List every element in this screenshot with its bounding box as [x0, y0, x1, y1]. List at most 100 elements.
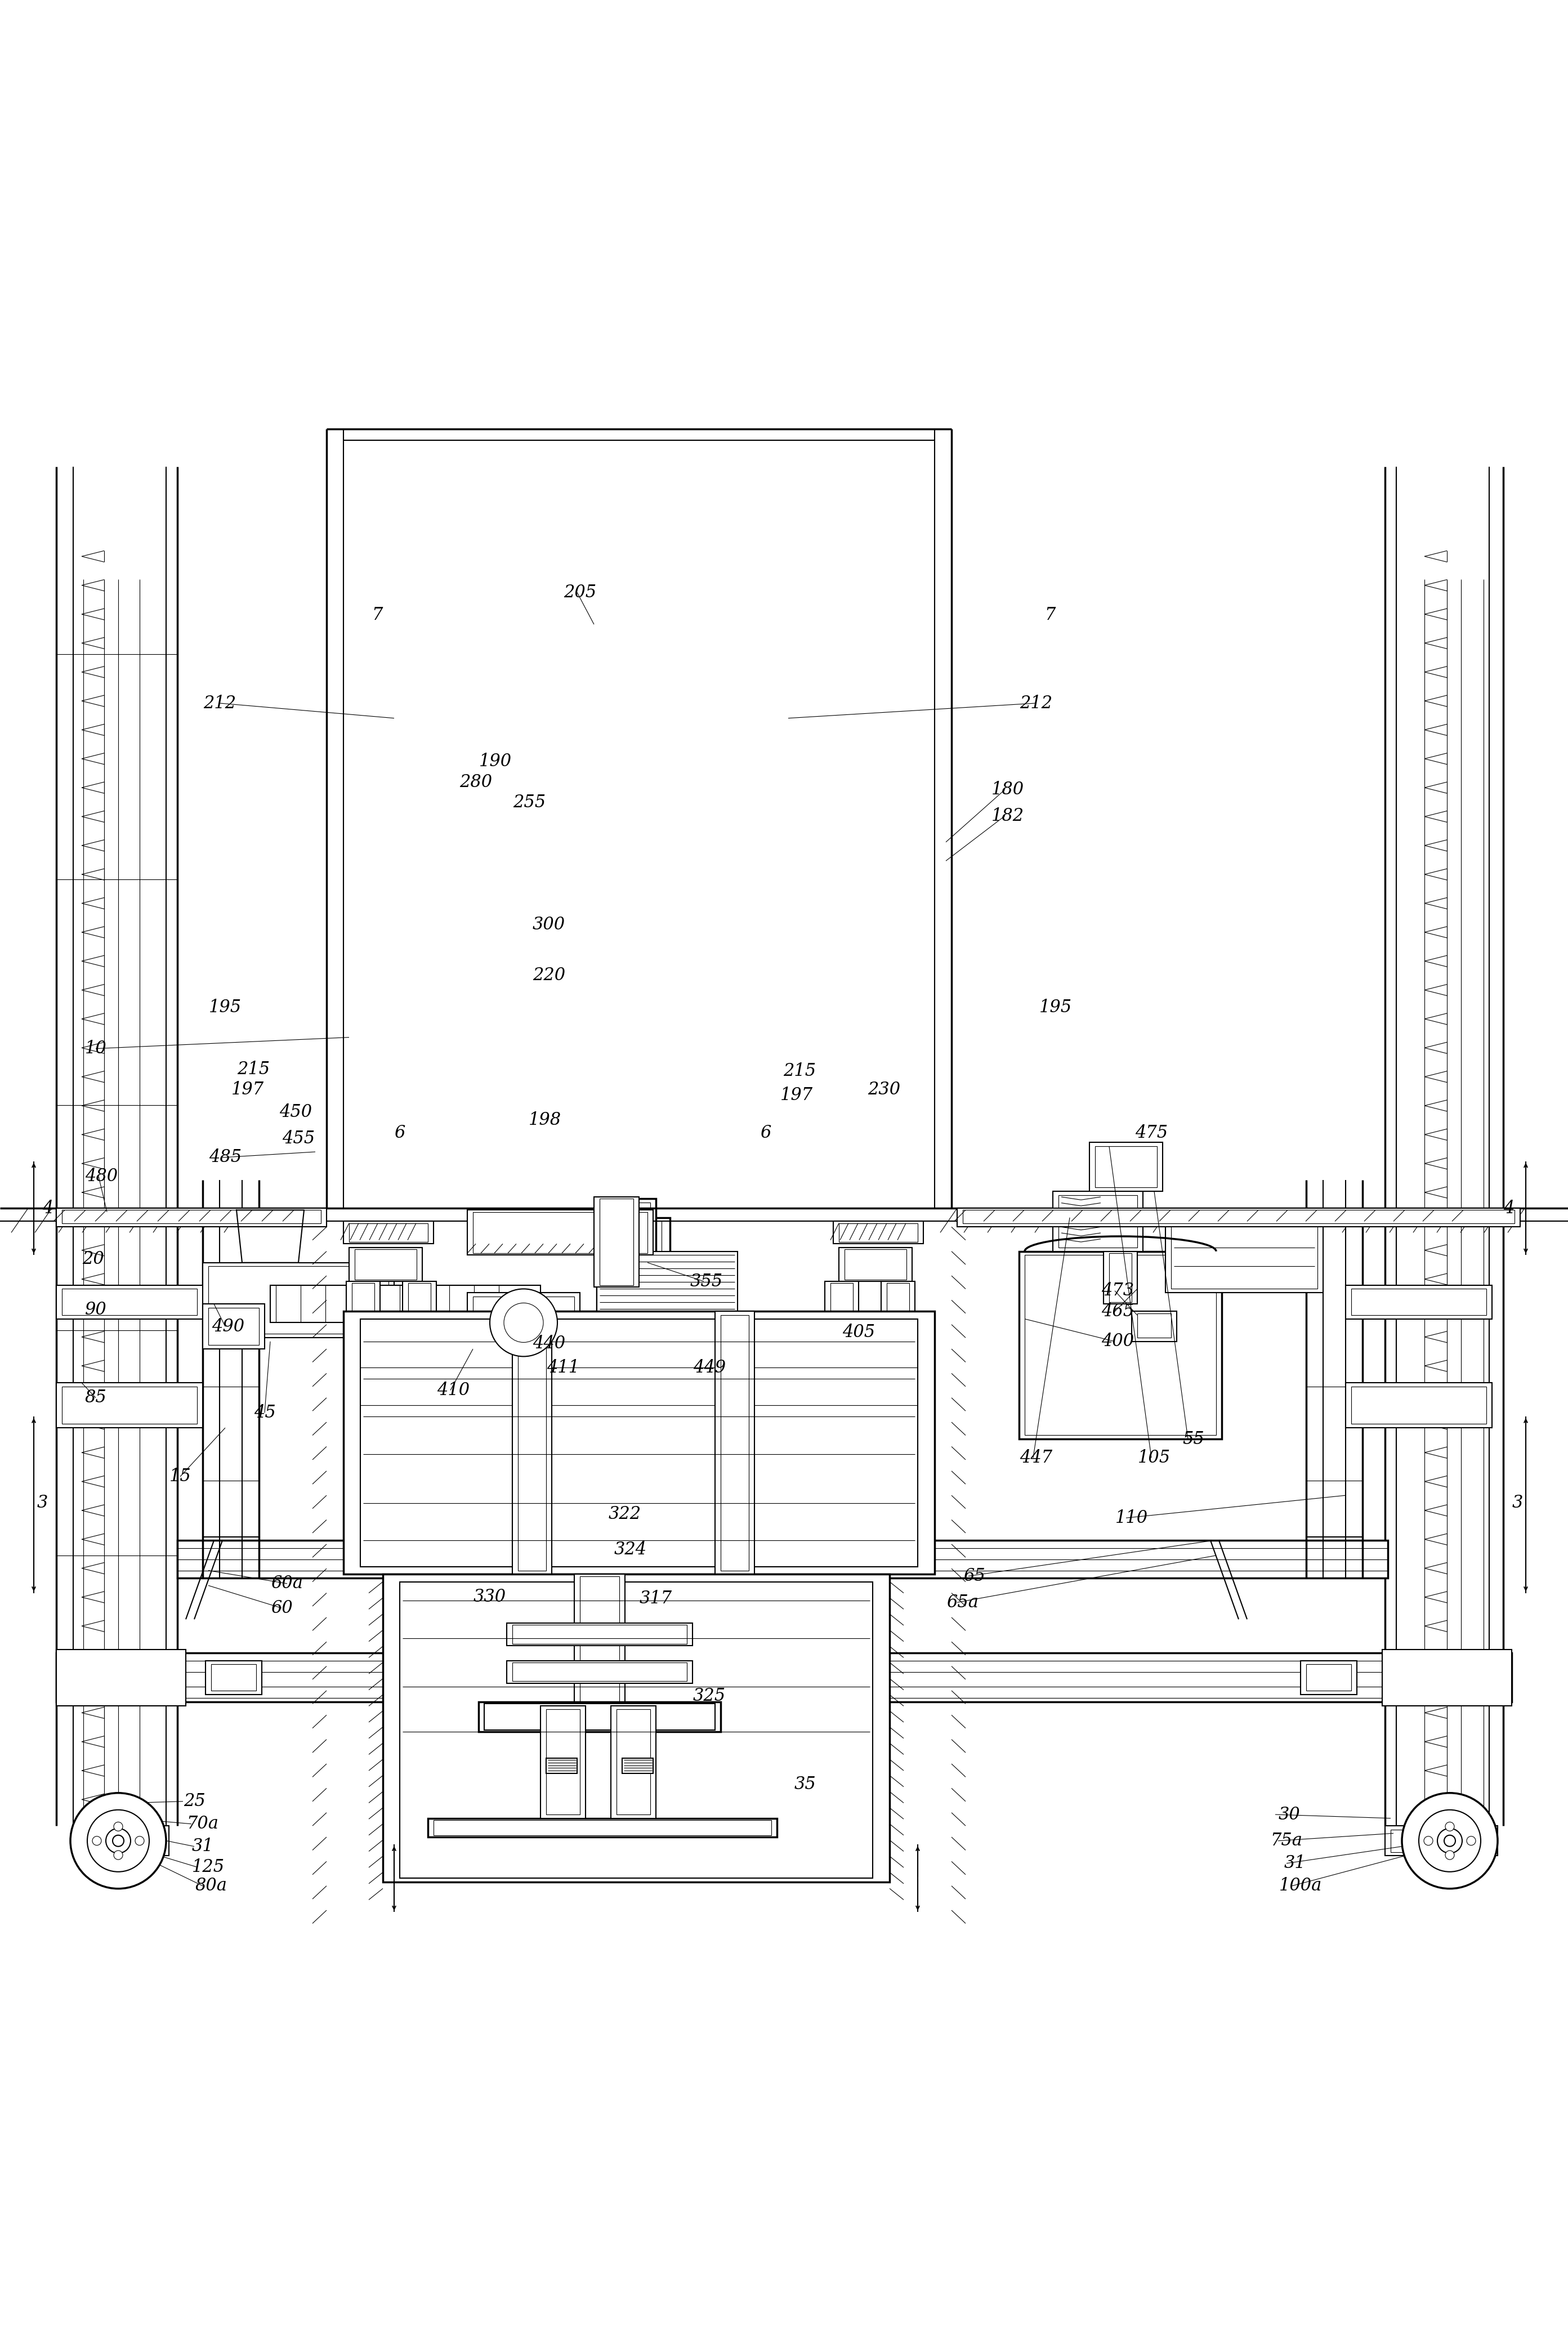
Bar: [1352, 1387, 1486, 1425]
Bar: [597, 1251, 737, 1345]
Text: 205: 205: [563, 583, 596, 602]
Circle shape: [114, 1850, 122, 1860]
Bar: [956, 1208, 1519, 1227]
Bar: [361, 1319, 917, 1566]
Bar: [1300, 1660, 1356, 1695]
Bar: [467, 1211, 654, 1255]
Text: 473: 473: [1101, 1281, 1134, 1300]
Text: 447: 447: [1019, 1448, 1052, 1467]
Text: 100a: 100a: [1279, 1876, 1322, 1895]
Bar: [676, 1509, 704, 1538]
Text: 85: 85: [85, 1389, 107, 1406]
Bar: [350, 1248, 422, 1281]
Text: 35: 35: [795, 1775, 815, 1794]
Circle shape: [71, 1794, 166, 1888]
Text: 255: 255: [513, 795, 546, 811]
Text: 31: 31: [191, 1838, 213, 1855]
Text: 450: 450: [279, 1103, 312, 1121]
Bar: [825, 1281, 859, 1314]
Text: 190: 190: [480, 752, 511, 771]
Text: 220: 220: [533, 966, 566, 985]
Bar: [428, 1817, 778, 1836]
Bar: [839, 1248, 913, 1281]
Text: 65: 65: [963, 1568, 985, 1585]
Bar: [74, 1827, 169, 1855]
Text: 215: 215: [237, 1060, 270, 1079]
Text: 75a: 75a: [1270, 1831, 1303, 1850]
Text: 449: 449: [693, 1359, 726, 1375]
Text: 10: 10: [85, 1039, 107, 1058]
Text: 125: 125: [191, 1857, 224, 1876]
Text: 215: 215: [782, 1063, 815, 1079]
Bar: [61, 1288, 198, 1314]
Text: 480: 480: [85, 1168, 118, 1185]
Bar: [1137, 1314, 1171, 1338]
Bar: [478, 1702, 721, 1733]
Circle shape: [1444, 1836, 1455, 1846]
Text: 30: 30: [1278, 1806, 1300, 1824]
Text: 110: 110: [1115, 1509, 1148, 1526]
Bar: [1025, 1255, 1217, 1436]
Bar: [474, 1211, 648, 1253]
Text: 4: 4: [42, 1199, 53, 1218]
Bar: [209, 1267, 389, 1333]
Bar: [546, 1759, 577, 1773]
Bar: [594, 1197, 640, 1286]
Bar: [597, 1218, 670, 1540]
Bar: [1385, 1827, 1497, 1855]
Bar: [833, 1220, 924, 1244]
Bar: [78, 1829, 163, 1853]
Bar: [619, 1201, 651, 1326]
Bar: [845, 1248, 906, 1279]
Bar: [1058, 1194, 1137, 1248]
Text: 485: 485: [209, 1150, 241, 1166]
Text: 25: 25: [183, 1794, 205, 1810]
Text: 300: 300: [533, 917, 566, 933]
Bar: [1109, 1253, 1132, 1302]
Text: 60a: 60a: [271, 1575, 303, 1592]
Bar: [433, 1820, 771, 1836]
Polygon shape: [237, 1211, 304, 1262]
Text: 80a: 80a: [194, 1876, 227, 1895]
Bar: [616, 1709, 651, 1815]
Bar: [513, 1662, 687, 1681]
Text: 230: 230: [867, 1081, 900, 1098]
Bar: [56, 1382, 202, 1427]
Bar: [354, 1248, 417, 1279]
Circle shape: [1446, 1822, 1454, 1831]
Bar: [571, 1488, 723, 1538]
Bar: [721, 1314, 750, 1570]
Bar: [839, 1223, 917, 1241]
Bar: [580, 1491, 715, 1533]
Text: 7: 7: [372, 607, 383, 623]
Bar: [1090, 1143, 1162, 1192]
Text: 3: 3: [1512, 1495, 1523, 1512]
Bar: [343, 1220, 433, 1244]
Text: 195: 195: [1040, 999, 1073, 1016]
Text: 197: 197: [232, 1081, 263, 1098]
Bar: [474, 1295, 574, 1349]
Bar: [400, 1582, 873, 1878]
Bar: [887, 1284, 909, 1314]
Bar: [580, 1575, 619, 1704]
Bar: [517, 1314, 546, 1570]
Text: 31: 31: [1284, 1855, 1306, 1871]
Bar: [605, 1220, 662, 1538]
Bar: [715, 1312, 754, 1575]
Text: 180: 180: [991, 781, 1024, 799]
Text: 65a: 65a: [947, 1594, 978, 1610]
Text: 410: 410: [437, 1382, 469, 1399]
Bar: [1306, 1665, 1352, 1690]
Text: 490: 490: [212, 1317, 245, 1335]
Text: 70a: 70a: [187, 1815, 218, 1834]
Circle shape: [1438, 1829, 1461, 1853]
Circle shape: [1446, 1850, 1454, 1860]
Bar: [1345, 1382, 1493, 1427]
Bar: [612, 1704, 655, 1817]
Bar: [1171, 1220, 1317, 1288]
Circle shape: [113, 1836, 124, 1846]
Bar: [485, 1704, 715, 1730]
Bar: [608, 1281, 659, 1331]
Bar: [177, 1540, 1388, 1578]
Text: 324: 324: [615, 1542, 648, 1559]
